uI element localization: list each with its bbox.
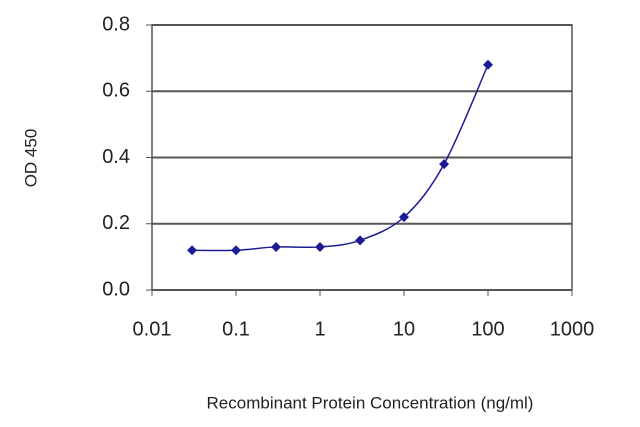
y-tick-label: 0.4	[102, 146, 130, 168]
marker	[315, 241, 325, 252]
y-tick-label: 0.0	[102, 278, 130, 300]
x-tick-label: 100	[471, 318, 504, 340]
marker	[187, 245, 198, 256]
x-tick-label: 0.1	[222, 318, 250, 340]
marker	[355, 235, 366, 246]
y-tick-label: 0.6	[102, 80, 130, 102]
x-tick-label: 1000	[550, 318, 595, 340]
y-tick-label: 0.2	[102, 212, 130, 234]
marker	[483, 59, 493, 70]
x-tick-label: 0.01	[133, 318, 172, 340]
x-axis-label: Recombinant Protein Concentration (ng/ml…	[207, 393, 534, 412]
marker	[231, 245, 241, 256]
y-axis-label: OD 450	[21, 129, 40, 188]
marker	[271, 241, 282, 252]
x-tick-label: 10	[393, 318, 415, 340]
marker	[399, 212, 409, 223]
y-tick-label: 0.8	[102, 13, 130, 35]
x-tick-label: 1	[314, 318, 325, 340]
plot-border	[151, 24, 573, 291]
marker	[439, 159, 450, 170]
